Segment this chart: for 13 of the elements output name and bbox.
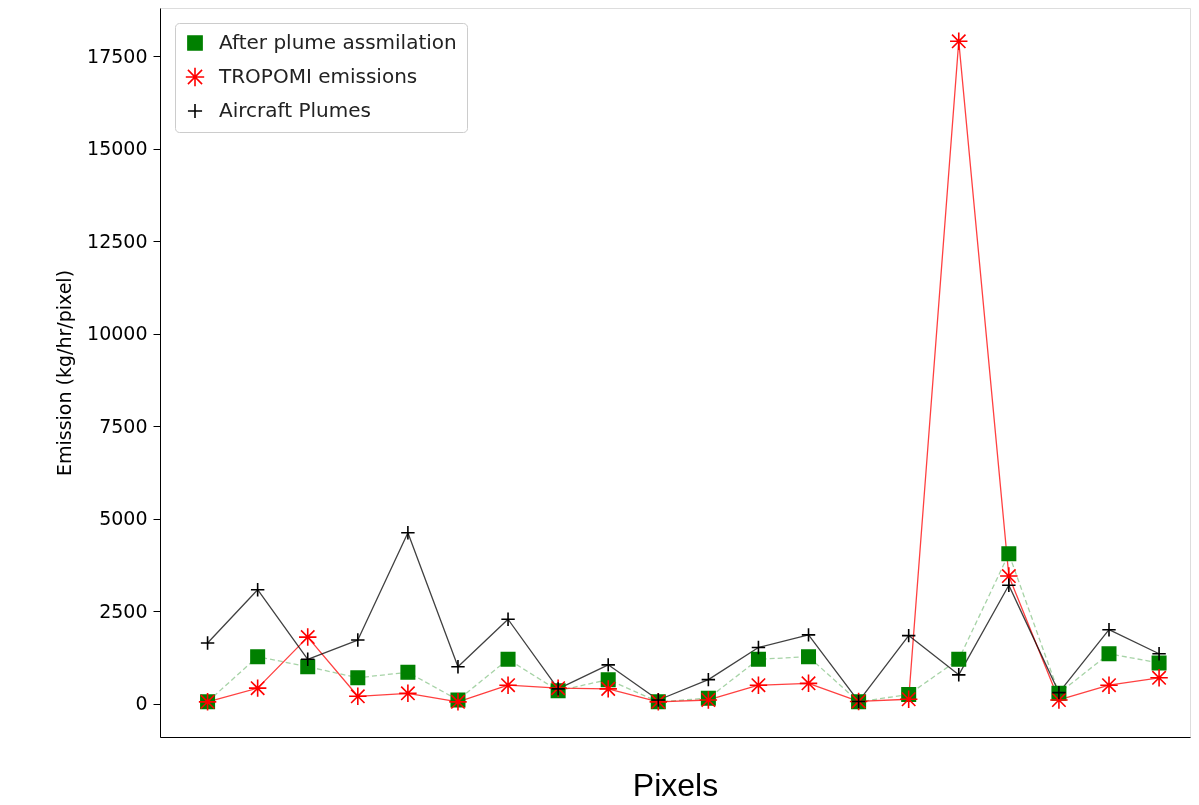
- legend-label: After plume assmilation: [219, 30, 457, 54]
- y-tick-label: 12500: [87, 229, 148, 252]
- y-tick-label: 10000: [87, 322, 148, 345]
- legend-label: Aircraft Plumes: [219, 98, 371, 122]
- y-tick-label: 7500: [99, 414, 148, 437]
- y-tick-label: 5000: [99, 507, 148, 530]
- x-axis-title: Pixels: [632, 766, 719, 803]
- y-tick-label: 0: [135, 692, 148, 715]
- y-tick-label: 17500: [87, 44, 148, 67]
- y-tick-label: 15000: [87, 137, 148, 160]
- legend-label: TROPOMI emissions: [218, 64, 418, 88]
- y-axis-title: Emission (kg/hr/pixel): [53, 269, 76, 477]
- y-tick-label: 2500: [99, 599, 148, 622]
